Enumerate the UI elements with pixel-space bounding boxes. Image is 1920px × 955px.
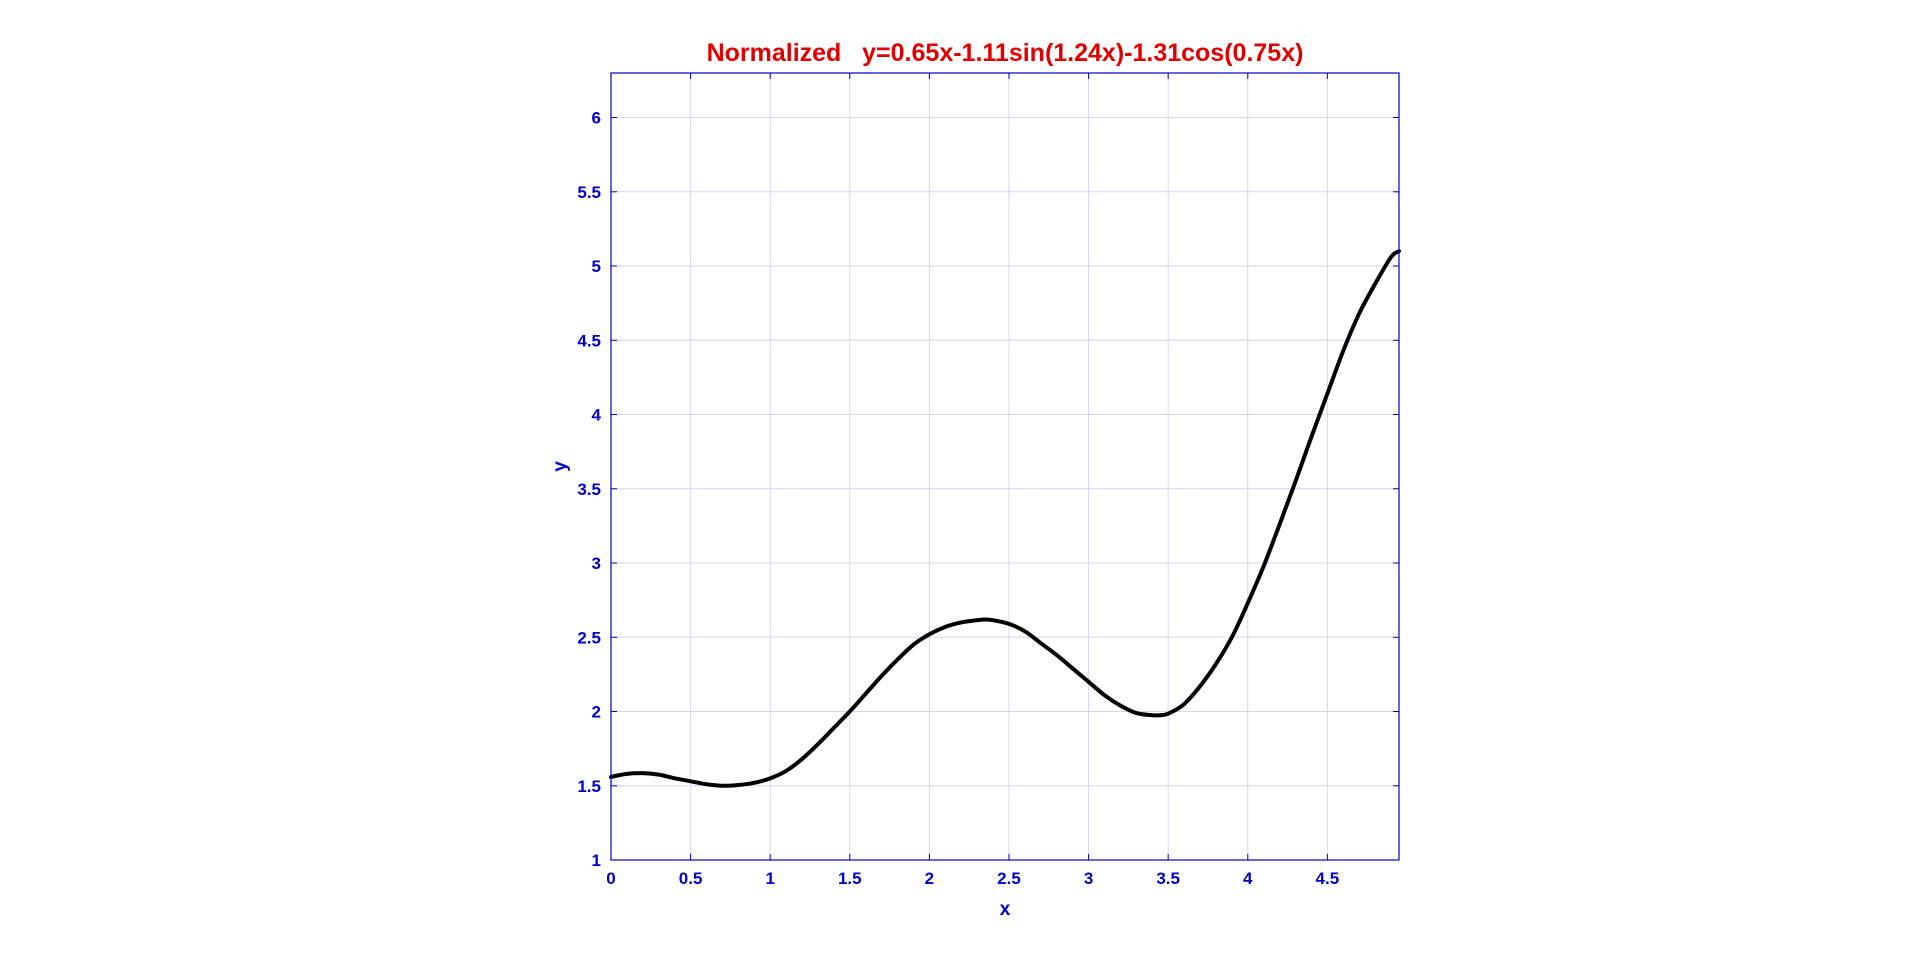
y-tick-label: 3	[592, 554, 601, 573]
y-tick-label: 1.5	[577, 777, 601, 796]
y-tick-label: 4.5	[577, 331, 601, 350]
x-tick-label: 3.5	[1156, 869, 1180, 888]
y-tick-label: 5.5	[577, 183, 601, 202]
x-tick-label: 2	[925, 869, 934, 888]
y-tick-label: 6	[592, 109, 601, 128]
y-axis-label: y	[550, 461, 571, 472]
x-tick-label: 0.5	[679, 869, 703, 888]
series-layer	[609, 249, 1401, 788]
x-tick-label: 2.5	[997, 869, 1021, 888]
x-tick-label: 4.5	[1316, 869, 1340, 888]
y-tick-label: 2	[592, 703, 601, 722]
y-tick-label: 5	[592, 257, 601, 276]
x-axis-label: x	[1000, 899, 1011, 920]
chart-title: Normalized y=0.65x-1.11sin(1.24x)-1.31co…	[707, 39, 1304, 67]
x-tick-label: 1	[765, 869, 774, 888]
x-tick-label: 4	[1243, 869, 1253, 888]
y-tick-label: 1	[592, 851, 601, 870]
plot-frame	[610, 72, 1400, 861]
y-tick-label: 4	[592, 406, 602, 425]
ticks: 0 0.5 1 1.5 2 2.5 3 3.5 4 4.5 1 1.5 2 2.5 3 3.5 4 4.5 5 5.5…	[577, 73, 1399, 888]
y-tick-label: 3.5	[577, 480, 601, 499]
x-tick-label: 3	[1084, 869, 1093, 888]
x-tick-label: 0	[606, 869, 615, 888]
y-tick-label: 2.5	[577, 628, 601, 647]
series-line	[609, 249, 1401, 788]
x-tick-label: 1.5	[838, 869, 862, 888]
